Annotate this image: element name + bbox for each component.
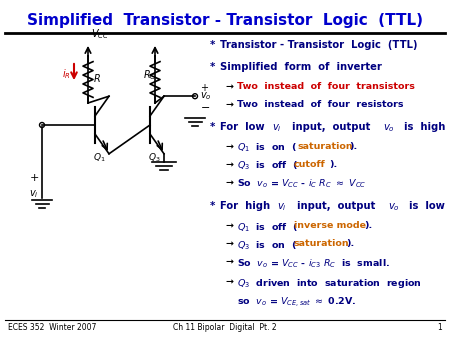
Text: For  high: For high (220, 201, 277, 211)
Text: $v_i$: $v_i$ (272, 122, 282, 134)
Text: →: → (225, 82, 233, 91)
Text: cutoff: cutoff (294, 160, 326, 169)
Text: $Q_1$  is  on  (: $Q_1$ is on ( (237, 142, 297, 154)
Text: $Q_3$  driven  into  saturation  region: $Q_3$ driven into saturation region (237, 277, 422, 290)
Text: Transistor - Transistor  Logic  (TTL): Transistor - Transistor Logic (TTL) (220, 40, 418, 50)
Text: Two  instead  of  four  resistors: Two instead of four resistors (237, 100, 404, 109)
Text: $Q_3$  is  on  (: $Q_3$ is on ( (237, 239, 297, 251)
Text: →: → (225, 142, 233, 151)
Text: →: → (225, 160, 233, 169)
Text: ).: ). (329, 160, 337, 169)
Text: $-$: $-$ (200, 101, 210, 111)
Text: →: → (225, 277, 233, 286)
Text: +: + (200, 83, 208, 93)
Text: ).: ). (364, 221, 372, 230)
Text: Ch 11 Bipolar  Digital  Pt. 2: Ch 11 Bipolar Digital Pt. 2 (173, 323, 277, 332)
Text: →: → (225, 239, 233, 248)
Text: So  $v_o$ = $V_{CC}$ - $i_{C3}$ $R_C$  is  small.: So $v_o$ = $V_{CC}$ - $i_{C3}$ $R_C$ is … (237, 257, 390, 269)
Text: Simplified  Transistor - Transistor  Logic  (TTL): Simplified Transistor - Transistor Logic… (27, 13, 423, 28)
Text: 1: 1 (437, 323, 442, 332)
Text: ).: ). (349, 142, 357, 151)
Text: Two  instead  of  four  transistors: Two instead of four transistors (237, 82, 415, 91)
Text: $v_o$: $v_o$ (383, 122, 395, 134)
Text: $R_C$: $R_C$ (143, 68, 157, 82)
Text: *: * (210, 122, 216, 132)
Text: $i_R$: $i_R$ (62, 68, 71, 81)
Text: $Q_1$: $Q_1$ (93, 151, 106, 164)
Text: saturation: saturation (294, 239, 350, 248)
Text: $v_i$: $v_i$ (277, 201, 287, 213)
Text: ECES 352  Winter 2007: ECES 352 Winter 2007 (8, 323, 96, 332)
Text: →: → (225, 221, 233, 230)
Text: R: R (94, 74, 101, 84)
Text: →: → (225, 257, 233, 266)
Text: So  $v_o$ = $V_{CC}$ - $i_C$ $R_C$ $\approx$ $V_{CC}$: So $v_o$ = $V_{CC}$ - $i_C$ $R_C$ $\appr… (237, 178, 366, 191)
Text: $V_{CC}$: $V_{CC}$ (91, 27, 109, 41)
Text: $Q_3$  is  off  (: $Q_3$ is off ( (237, 160, 298, 172)
Text: *: * (210, 201, 216, 211)
Text: $v_i$: $v_i$ (29, 188, 39, 200)
Text: $v_o$: $v_o$ (388, 201, 400, 213)
Text: For  low: For low (220, 122, 272, 132)
Text: *: * (210, 40, 216, 50)
Text: is  low: is low (402, 201, 445, 211)
Text: input,  output: input, output (290, 201, 382, 211)
Text: saturation: saturation (297, 142, 353, 151)
Text: input,  output: input, output (285, 122, 378, 132)
Text: is  high: is high (397, 122, 446, 132)
Text: Simplified  form  of  inverter: Simplified form of inverter (220, 62, 382, 72)
Text: $Q_1$  is  off  (: $Q_1$ is off ( (237, 221, 298, 234)
Text: *: * (210, 62, 216, 72)
Text: so  $v_o$ = $V_{CE,sat}$ $\approx$ 0.2V.: so $v_o$ = $V_{CE,sat}$ $\approx$ 0.2V. (237, 295, 356, 309)
Text: $Q_3$: $Q_3$ (148, 151, 161, 164)
Text: inverse mode: inverse mode (294, 221, 366, 230)
Text: ).: ). (346, 239, 354, 248)
Text: +: + (29, 173, 39, 183)
Text: $v_o$: $v_o$ (200, 90, 212, 102)
Text: →: → (225, 178, 233, 187)
Text: →: → (225, 100, 233, 109)
